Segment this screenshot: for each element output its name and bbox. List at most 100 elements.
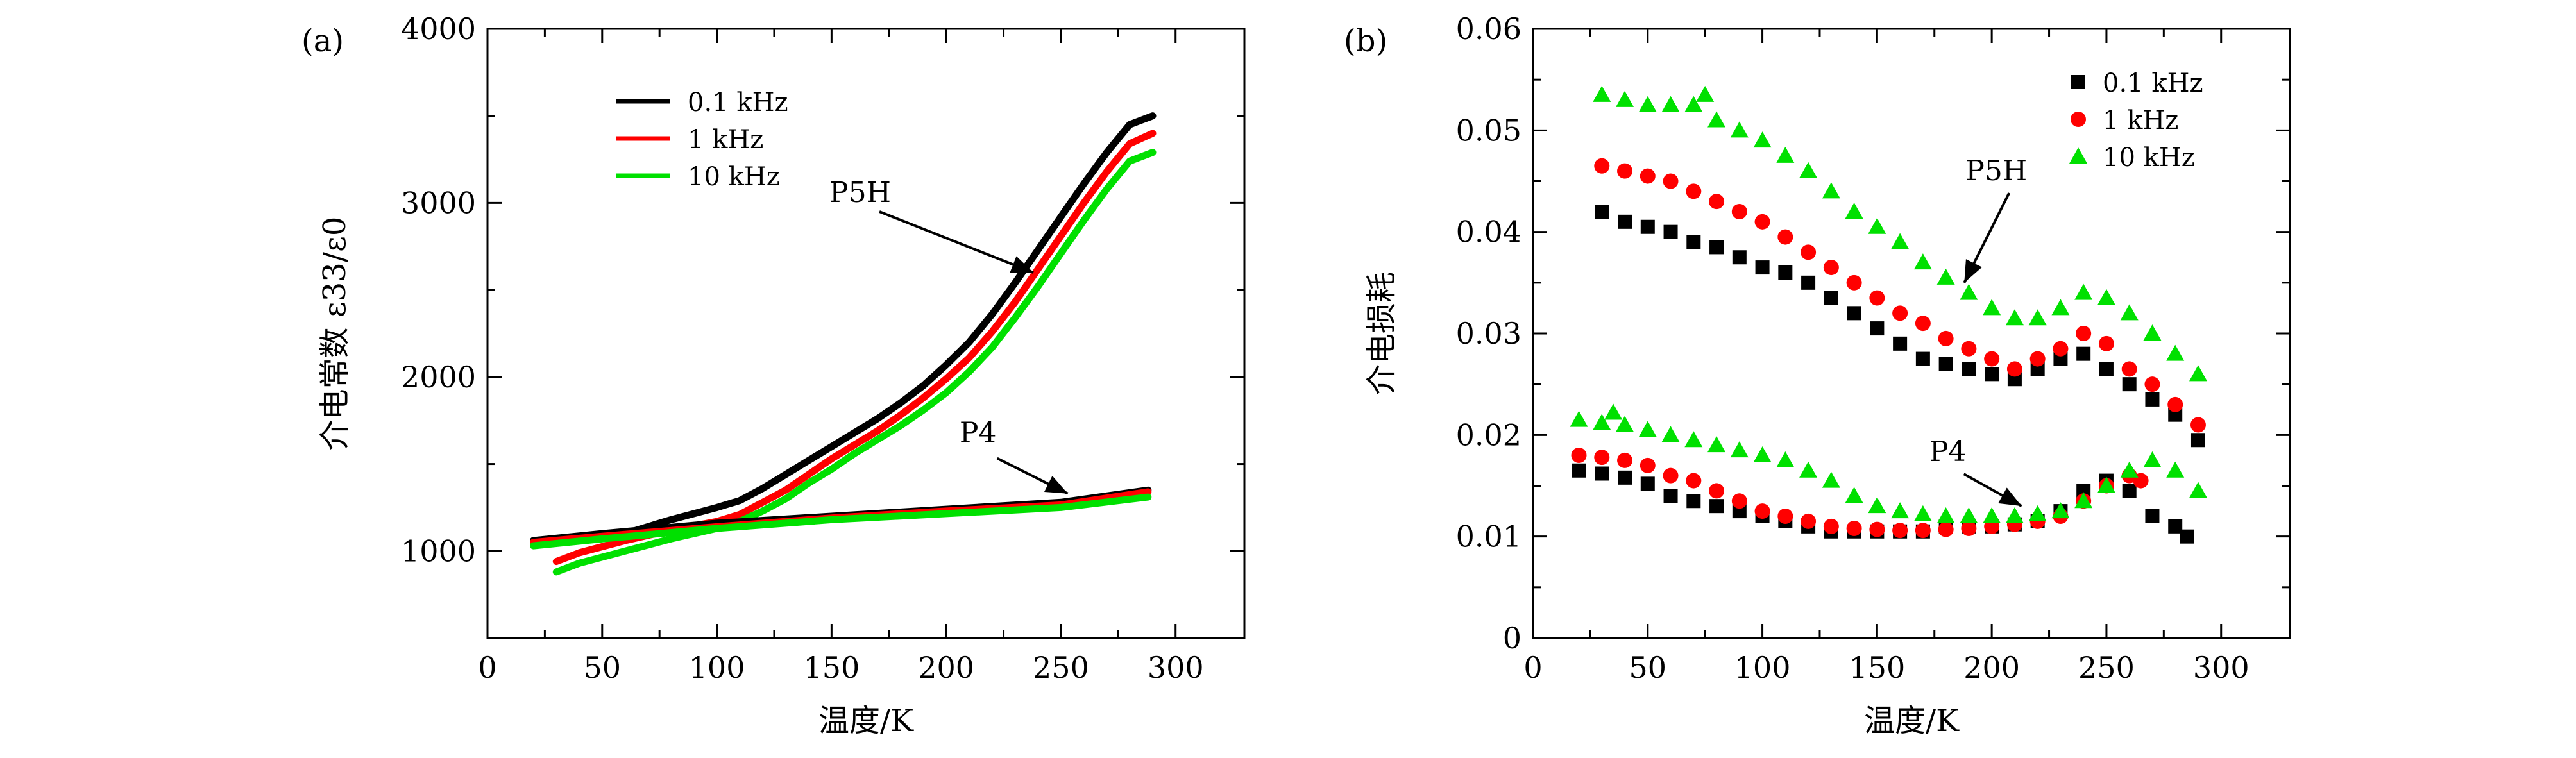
- annotation-label-p4: P4: [960, 417, 997, 450]
- panel-a-x-axis-label: 温度/K: [818, 703, 914, 739]
- series-p4-10-khz-line: [530, 493, 1152, 550]
- series-p5h-0-1-khz-point: [1870, 321, 1885, 336]
- series-p4-1-khz-point: [1846, 521, 1862, 536]
- y-tick-label: 0: [1503, 621, 1521, 655]
- series-p4-10-khz-point: [1570, 410, 1588, 427]
- x-tick-label: 0: [478, 650, 496, 685]
- series-p4-1-khz-point: [1938, 521, 1954, 537]
- series-p4-10-khz-point: [2166, 461, 2185, 478]
- series-p4-1-khz-point: [1594, 450, 1610, 466]
- panel-a-plot-frame: [486, 28, 1246, 639]
- series-p4-10-khz-point: [1799, 461, 1818, 478]
- series-p5h-0-1-khz-point: [1686, 235, 1701, 249]
- series-p5h-0-1-khz-point: [1824, 291, 1838, 305]
- legend-item-0-1-khz-label: 0.1 kHz: [2103, 69, 2203, 98]
- panel-b-annotations: P5H P4: [1929, 155, 2027, 507]
- series-p5h-10-khz-point: [1960, 283, 1978, 300]
- y-tick-label: 0.06: [1456, 12, 1521, 46]
- y-tick-label: 0.04: [1456, 215, 1521, 249]
- annotation-arrow-p5h: [879, 210, 1034, 274]
- panel-a-series: [530, 112, 1157, 576]
- series-p5h-0-1-khz-point: [2099, 362, 2114, 376]
- series-p4-10-khz-point: [2074, 492, 2093, 509]
- x-tick-label: 300: [2193, 650, 2250, 685]
- series-p4-10-khz-point: [2051, 502, 2070, 519]
- series-p4-1-khz-point: [1892, 523, 1908, 539]
- series-p5h-0-1-khz-line: [530, 112, 1157, 544]
- series-p4-1-khz-point: [1801, 513, 1817, 529]
- series-p5h-0-1-khz-point: [1778, 265, 1793, 280]
- series-p4-0-1-khz-point: [1640, 476, 1655, 491]
- series-p5h-10-khz-point: [2120, 304, 2139, 321]
- series-p4-0-1-khz-point: [2168, 519, 2183, 534]
- series-p5h-10-khz-point: [2143, 324, 2162, 341]
- annotation-arrowhead-p4: [1044, 475, 1068, 494]
- series-p5h-1-khz-point: [2076, 326, 2092, 341]
- panel-b-x-axis-label: 温度/K: [1864, 703, 1960, 739]
- series-p4-10-khz-point: [2143, 451, 2162, 467]
- legend-item-0-1-khz-label: 0.1 kHz: [688, 88, 788, 117]
- x-tick-label: 0: [1523, 650, 1542, 685]
- series-p4-1-khz-point: [1869, 521, 1885, 537]
- series-p4-0-1-khz-point: [1595, 466, 1609, 481]
- series-p4-1-khz-point: [1915, 523, 1931, 539]
- y-tick-label: 3000: [401, 185, 476, 220]
- annotation-arrowhead-p5h: [1964, 259, 1982, 283]
- x-tick-label: 100: [1734, 650, 1791, 685]
- series-p4-10-khz-point: [1913, 505, 1932, 521]
- series-p4-10-khz-point: [2097, 476, 2115, 493]
- panel-b-legend: 0.1 kHz 1 kHz 10 kHz: [2069, 69, 2203, 173]
- series-p5h-10-khz-point: [1707, 111, 1726, 128]
- series-p5h-1-khz-point: [1801, 244, 1817, 260]
- series-p5h-1-khz-point: [2098, 335, 2114, 351]
- legend-item-10-khz-marker: [2069, 147, 2087, 164]
- series-p4-10-khz-point: [1822, 471, 1840, 488]
- series-p5h-10-khz-point: [2097, 289, 2115, 305]
- series-p4-1-khz-point: [1709, 483, 1725, 499]
- y-tick-label: 0.01: [1456, 519, 1521, 554]
- y-tick-label: 2000: [401, 360, 476, 394]
- series-p5h-10-khz-point: [1983, 299, 2001, 316]
- y-tick-label: 4000: [401, 12, 476, 46]
- series-p4-10-khz-point: [2120, 461, 2139, 478]
- series-p5h-10-khz-point: [2028, 309, 2047, 326]
- series-p4-0-1-khz-point: [1663, 489, 1678, 503]
- series-p4-0-1-khz-point: [1572, 463, 1586, 478]
- series-p5h-10-khz-point: [1913, 253, 1932, 270]
- series-p5h-1-khz-point: [2167, 396, 2183, 412]
- series-p5h-10-khz-point: [1730, 121, 1749, 138]
- series-p5h-10-khz-point: [1696, 85, 1715, 102]
- series-p5h-1-khz-point: [1984, 351, 2000, 367]
- series-p4-1-khz-point: [1663, 467, 1679, 484]
- series-p4-10-khz-point: [2028, 505, 2047, 521]
- series-p5h-1-khz-point: [1709, 194, 1725, 210]
- series-p5h-1-khz-point: [1777, 229, 1793, 245]
- panel-a-ticks: 0 50 100 150 200 250 300 1000 2000 3000 4000: [401, 12, 1244, 685]
- y-tick-label: 0.05: [1456, 113, 1521, 147]
- series-p4-0-1-khz-point: [1618, 470, 1632, 485]
- series-p5h-0-1-khz-point: [1595, 205, 1609, 219]
- series-p4-0-1-khz-point: [1709, 499, 1724, 514]
- series-p4-10-khz-point: [1776, 451, 1795, 467]
- series-p5h-0-1-khz-point: [1985, 367, 1999, 382]
- series-p5h-1-khz-point: [2144, 376, 2160, 392]
- legend-item-0-1-khz-marker: [2071, 75, 2085, 89]
- x-tick-label: 50: [584, 650, 622, 685]
- series-p5h-10-khz-point: [1845, 203, 1863, 219]
- panel-b-y-axis-label: 介电损耗: [1364, 272, 1400, 395]
- panel-b-label: (b): [1344, 23, 1387, 59]
- series-p4-1-khz-point: [1961, 521, 1977, 536]
- x-tick-label: 300: [1148, 650, 1204, 685]
- series-p4-10-khz-point: [1845, 487, 1863, 503]
- series-p5h-1-khz-point: [2053, 341, 2069, 357]
- series-p4-10-khz-point: [1661, 426, 1680, 442]
- series-p5h-0-1-khz-point: [1640, 219, 1655, 234]
- panel-a-y-axis-label: 介电常数 ε33/ε0: [317, 217, 353, 451]
- x-tick-label: 100: [689, 650, 745, 685]
- series-p5h-1-khz-point: [1823, 260, 1839, 276]
- series-p4-10-khz-point: [1616, 416, 1634, 432]
- series-p4-1-khz-point: [1731, 493, 1747, 509]
- series-p4-10-khz-point: [1593, 414, 1611, 430]
- series-p5h-1-khz-point: [1846, 274, 1862, 291]
